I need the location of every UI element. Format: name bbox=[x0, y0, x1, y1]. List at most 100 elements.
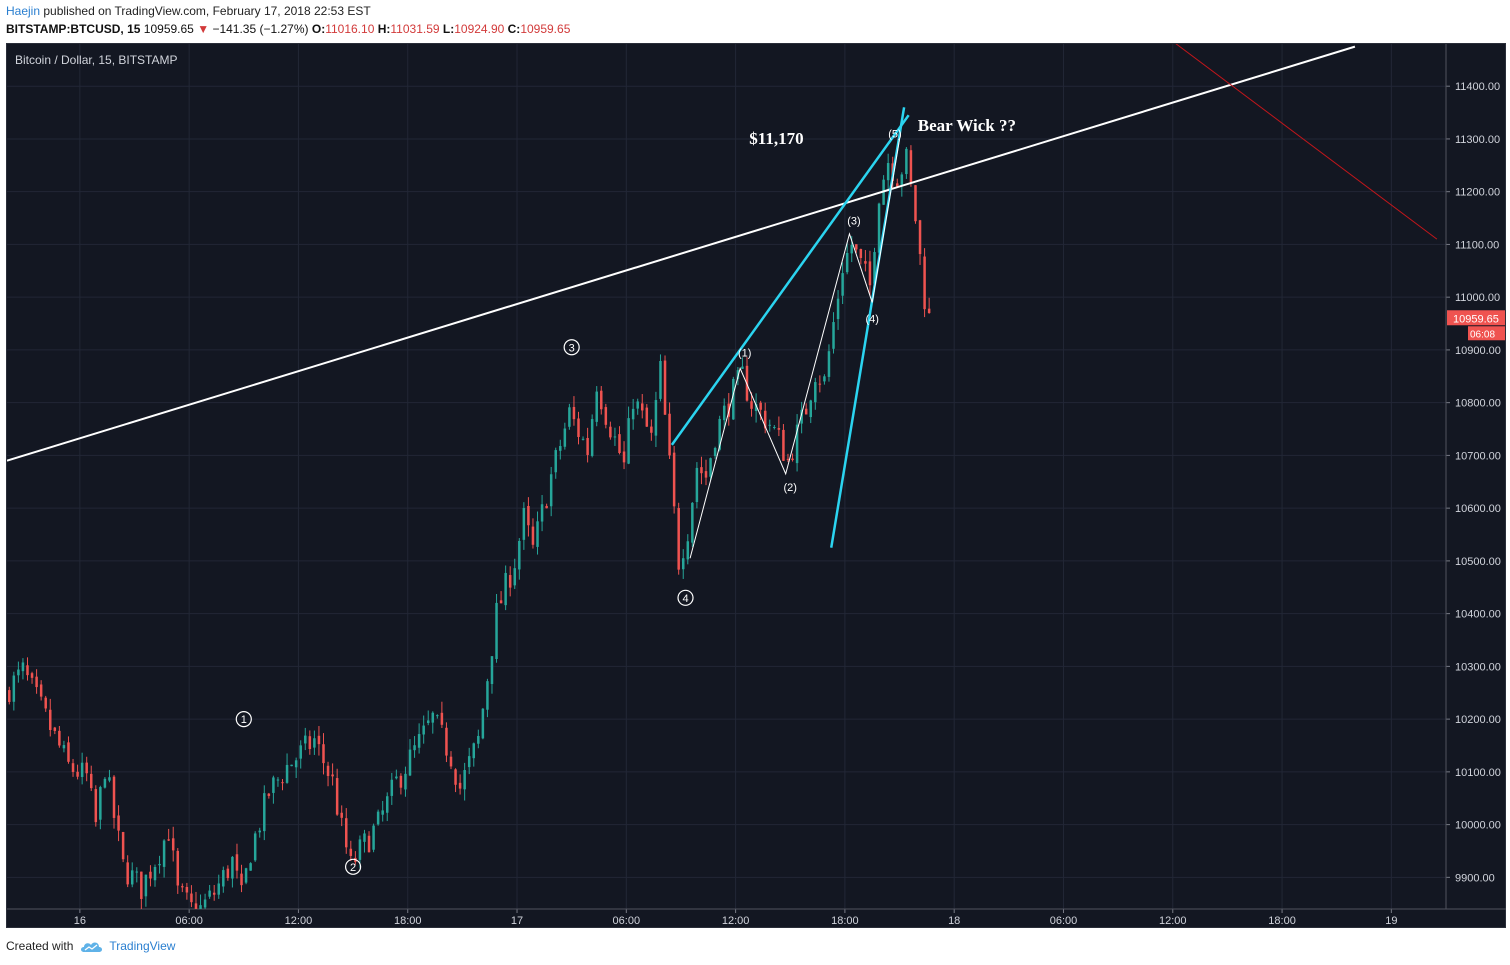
wave-label-circle bbox=[235, 711, 252, 728]
candle-body bbox=[627, 418, 630, 464]
candle-body bbox=[126, 862, 129, 885]
candle-body bbox=[518, 540, 521, 570]
candle-body bbox=[581, 438, 585, 440]
y-tick-label: 10300.00 bbox=[1455, 661, 1501, 673]
tradingview-cloud-icon bbox=[81, 942, 103, 952]
candle-body bbox=[422, 725, 425, 735]
candle-body bbox=[595, 391, 598, 422]
candle-body bbox=[604, 407, 608, 425]
candle-body bbox=[413, 745, 416, 751]
candle-body bbox=[62, 745, 66, 749]
candle-body bbox=[472, 743, 476, 759]
x-tick-label: 18:00 bbox=[394, 915, 422, 927]
candle-body bbox=[663, 360, 667, 415]
trendline-cyan[interactable] bbox=[670, 114, 910, 446]
candle-body bbox=[130, 870, 134, 885]
candle-body bbox=[527, 505, 530, 526]
candle-body bbox=[768, 424, 772, 426]
close-label: C: bbox=[507, 22, 521, 36]
y-tick-label: 10900.00 bbox=[1455, 345, 1501, 357]
chart-panel[interactable] bbox=[6, 43, 1506, 928]
candle-body bbox=[235, 854, 239, 871]
candle-body bbox=[140, 871, 143, 899]
candle-body bbox=[786, 458, 790, 460]
candle-body bbox=[563, 428, 567, 447]
candle-body bbox=[782, 429, 785, 461]
candle-body bbox=[272, 777, 275, 793]
candle-body bbox=[426, 720, 430, 723]
y-tick-label: 11200.00 bbox=[1455, 187, 1500, 199]
candle-body bbox=[531, 526, 535, 545]
candle-body bbox=[672, 452, 676, 507]
candle-body bbox=[804, 408, 808, 415]
candle-body bbox=[586, 437, 589, 455]
candle-body bbox=[222, 870, 225, 887]
candle-body bbox=[695, 467, 699, 503]
candle-body bbox=[376, 811, 380, 825]
candle-body bbox=[153, 866, 157, 881]
trendline-red[interactable] bbox=[1173, 41, 1438, 240]
candle-body bbox=[440, 712, 444, 725]
candle-body bbox=[609, 426, 612, 438]
x-tick-label: 06:00 bbox=[175, 915, 203, 927]
candle-body bbox=[600, 390, 603, 410]
y-tick-label: 11100.00 bbox=[1455, 239, 1499, 251]
tradingview-link[interactable]: TradingView bbox=[79, 939, 175, 953]
candle-body bbox=[559, 446, 562, 451]
candle-body bbox=[89, 773, 93, 789]
candle-body bbox=[458, 782, 462, 789]
close-value: 10959.65 bbox=[520, 22, 571, 36]
wave-label: 1 bbox=[241, 714, 247, 726]
candle-body bbox=[17, 669, 20, 676]
candle-body bbox=[203, 899, 207, 908]
author-link[interactable]: Haejin bbox=[6, 4, 41, 18]
candle-body bbox=[39, 684, 43, 697]
x-tick-label: 17 bbox=[511, 915, 523, 927]
candle-body bbox=[859, 249, 863, 258]
down-triangle-icon: ▼ bbox=[197, 22, 210, 36]
candle-body bbox=[572, 406, 576, 420]
candle-body bbox=[171, 838, 175, 851]
symbol-ohlc-bar: BITSTAMP:BTCUSD, 15 10959.65 ▼ −141.35 (… bbox=[6, 22, 570, 36]
candle-body bbox=[800, 409, 803, 424]
candle-body bbox=[226, 868, 230, 879]
x-tick-label: 12:00 bbox=[285, 915, 313, 927]
candle-body bbox=[736, 370, 740, 380]
trendline-cyan[interactable] bbox=[830, 107, 906, 548]
candle-body bbox=[381, 810, 384, 815]
last-price-tag bbox=[1447, 310, 1505, 326]
candle-body bbox=[117, 815, 120, 831]
candle-body bbox=[896, 183, 899, 187]
candle-body bbox=[399, 775, 403, 788]
wave-label-circle bbox=[563, 339, 580, 356]
candle-body bbox=[404, 773, 407, 790]
candle-body bbox=[322, 744, 325, 764]
candle-body bbox=[267, 793, 271, 796]
wave-count-line bbox=[689, 138, 901, 559]
candle-body bbox=[677, 507, 680, 570]
x-tick-label: 16 bbox=[74, 915, 86, 927]
candle-body bbox=[294, 760, 298, 768]
candle-body bbox=[590, 419, 594, 456]
candle-body bbox=[681, 558, 685, 570]
candle-body bbox=[335, 778, 339, 815]
candle-body bbox=[190, 893, 193, 903]
high-value: 11031.59 bbox=[390, 22, 440, 36]
candle-body bbox=[199, 905, 202, 909]
candle-body bbox=[477, 735, 480, 744]
x-tick-label: 06:00 bbox=[613, 915, 641, 927]
candle-body bbox=[317, 735, 321, 745]
candle-body bbox=[53, 727, 57, 731]
y-tick-label: 10100.00 bbox=[1455, 767, 1501, 779]
candle-body bbox=[463, 770, 466, 790]
candle-body bbox=[181, 886, 184, 888]
trendline-white[interactable] bbox=[7, 45, 1356, 462]
candle-body bbox=[641, 403, 644, 411]
y-tick-label: 9900.00 bbox=[1455, 872, 1495, 884]
wave-label: (3) bbox=[847, 216, 860, 228]
candle-body bbox=[577, 418, 580, 437]
candle-body bbox=[554, 450, 557, 473]
y-tick-label: 11400.00 bbox=[1455, 81, 1500, 93]
candle-body bbox=[877, 203, 881, 253]
